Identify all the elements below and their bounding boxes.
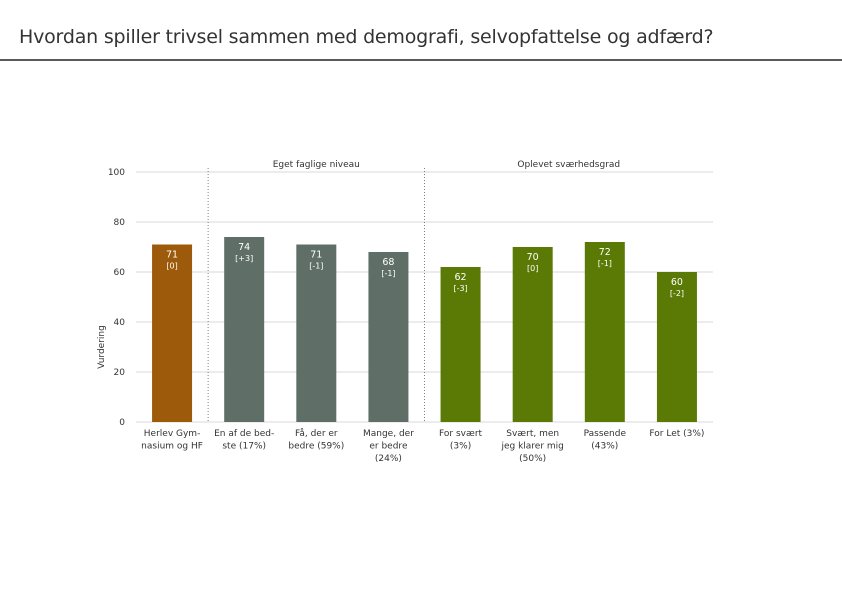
bar-value-label: 74 [238,242,250,253]
group-label: Eget faglige niveau [273,160,360,170]
bar [584,242,625,422]
bar-diff-label: [-3] [453,284,467,293]
category-label: For Let (3%) [649,429,704,439]
category-label: Svært, men jeg klarer mig (50%) [500,429,563,464]
bar-diff-label: [-1] [598,259,612,268]
bar-value-label: 71 [310,250,322,261]
bar [512,247,553,422]
bar-diff-label: [-1] [309,262,323,271]
category-labels: Herlev Gym-nasium og HF En af de bed-ste … [141,428,704,464]
y-tick-label: 80 [114,218,126,228]
bar [368,252,409,422]
category-label: Få, der er bedre (59%) [288,428,344,452]
bar [440,267,481,422]
title-divider [0,59,842,61]
bar-value-label: 68 [382,257,394,268]
bar-diff-label: [-1] [381,269,395,278]
group-dividers [207,168,425,422]
bar-value-label: 62 [455,272,467,283]
bar-value-label: 60 [671,277,683,288]
category-label: Mange, der er bedre (24%) [363,429,414,464]
y-tick-label: 40 [114,318,126,328]
y-axis: 0 20 40 60 80 100 Vurdering [97,168,125,428]
y-tick-label: 20 [114,368,126,378]
bar [296,244,337,422]
y-axis-title: Vurdering [97,325,107,369]
bar-diff-label: [-2] [670,289,684,298]
category-label: Passende (43%) [584,429,627,452]
bar [656,272,697,422]
bar-diff-label: [+3] [235,254,253,263]
category-label: Herlev Gym-nasium og HF [141,429,203,452]
y-tick-label: 0 [119,418,125,428]
group-label: Oplevet sværhedsgrad [517,160,620,170]
bar-value-label: 72 [599,247,611,258]
category-label: For svært (3%) [439,429,482,452]
bars: 71[0]74[+3] 71[-1] 68[-1] 62[-3]70[0]72[-1]… [152,237,697,422]
bar-diff-label: [0] [527,264,538,273]
bar-diff-label: [0] [166,262,177,271]
bar-value-label: 70 [527,252,539,263]
slide-title: Hvordan spiller trivsel sammen med demog… [19,26,714,48]
bar-value-label: 71 [166,250,178,261]
y-tick-label: 100 [108,168,125,178]
group-labels: Eget faglige niveau Oplevet sværhedsgrad [273,160,620,170]
bar [152,244,193,422]
category-label: En af de bed-ste (17%) [214,429,274,452]
y-tick-label: 60 [114,268,126,278]
bar [224,237,265,422]
